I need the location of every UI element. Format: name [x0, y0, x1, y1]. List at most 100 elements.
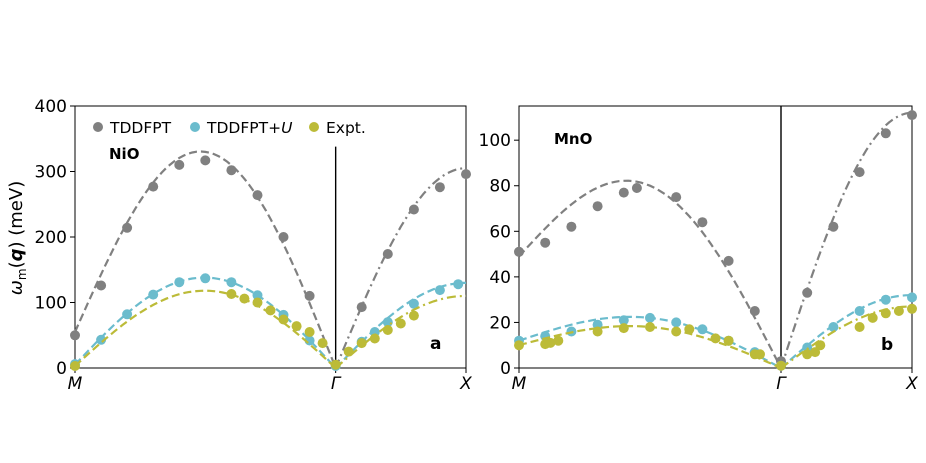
- data-point-tddfpt_u: [618, 315, 629, 326]
- data-point-tddfpt_u: [434, 285, 445, 296]
- data-point-expt: [304, 327, 315, 337]
- data-point-tddfpt: [96, 280, 107, 291]
- data-point-tddfpt_u: [854, 306, 865, 316]
- data-point-tddfpt_u: [122, 309, 133, 320]
- y-tick-label: 60: [489, 222, 511, 242]
- data-point-expt: [408, 310, 419, 321]
- data-point-expt: [802, 349, 813, 360]
- series-curve-right: [779, 111, 913, 369]
- data-point-expt: [226, 289, 237, 299]
- data-point-tddfpt: [802, 287, 813, 298]
- legend-label-expt: Expt.: [326, 119, 366, 137]
- series-curve-left: [518, 179, 782, 369]
- data-point-expt: [514, 340, 524, 351]
- data-point-tddfpt: [618, 187, 629, 198]
- data-point-expt: [382, 325, 393, 335]
- panel-letter: a: [430, 334, 441, 354]
- y-tick-label: 100: [479, 131, 511, 151]
- data-point-expt: [343, 346, 354, 357]
- y-tick-label: 300: [35, 163, 67, 183]
- data-point-expt: [723, 335, 734, 346]
- y-tick-label: 100: [35, 294, 67, 314]
- data-point-tddfpt_u: [408, 298, 419, 309]
- data-point-expt: [317, 338, 328, 349]
- y-axis-label: ωm(q) (meV): [6, 181, 29, 295]
- data-point-tddfpt_u: [252, 290, 263, 301]
- data-point-expt: [252, 297, 263, 308]
- data-point-tddfpt: [749, 306, 760, 316]
- data-point-tddfpt: [592, 201, 603, 212]
- data-point-expt: [70, 361, 80, 371]
- series-curve-right: [334, 167, 467, 369]
- data-point-tddfpt: [148, 181, 159, 192]
- data-point-expt: [265, 305, 276, 316]
- legend-marker-tddfpt_u: [190, 122, 200, 132]
- data-point-tddfpt_u: [382, 317, 393, 328]
- data-point-tddfpt: [854, 167, 865, 178]
- legend: TDDFPT TDDFPT+U Expt.: [93, 119, 366, 137]
- data-point-expt: [710, 333, 721, 344]
- data-point-tddfpt_u: [645, 312, 655, 323]
- data-point-tddfpt: [461, 169, 471, 180]
- material-label: NiO: [109, 145, 139, 163]
- data-point-tddfpt_u: [697, 324, 708, 335]
- material-label: MnO: [554, 130, 592, 148]
- data-point-tddfpt: [540, 237, 551, 248]
- data-point-tddfpt: [671, 192, 682, 203]
- y-tick-label: 0: [56, 359, 67, 379]
- data-point-tddfpt_u: [880, 294, 891, 305]
- series-curve-left: [73, 150, 337, 369]
- panel-letter: b: [881, 335, 893, 355]
- data-point-expt: [645, 322, 655, 332]
- x-tick-label: Γ: [776, 374, 787, 394]
- data-point-expt: [330, 359, 341, 370]
- series-curve-right: [334, 294, 467, 369]
- data-point-expt: [776, 360, 786, 371]
- data-point-tddfpt: [723, 255, 734, 266]
- data-point-tddfpt: [70, 330, 80, 341]
- data-point-tddfpt: [880, 128, 891, 139]
- y-tick-label: 0: [500, 359, 511, 379]
- data-point-tddfpt: [382, 249, 393, 259]
- data-point-tddfpt: [122, 222, 133, 233]
- y-tick-label: 400: [35, 97, 67, 117]
- data-point-tddfpt: [697, 217, 708, 228]
- data-point-tddfpt: [304, 290, 315, 301]
- x-tick-label: M: [512, 374, 527, 394]
- data-point-expt: [278, 314, 289, 325]
- series-curve-right: [334, 281, 466, 369]
- data-point-tddfpt: [631, 183, 642, 193]
- y-tick-label: 200: [35, 228, 67, 248]
- plot-frame: [518, 105, 913, 369]
- legend-label-tddfpt_u: TDDFPT+U: [206, 119, 293, 137]
- data-point-tddfpt: [356, 302, 367, 313]
- x-tick-label: Γ: [331, 374, 342, 394]
- data-point-expt: [395, 318, 406, 329]
- data-point-tddfpt: [828, 221, 839, 232]
- x-tick-label: X: [459, 374, 472, 394]
- data-point-expt: [867, 312, 878, 323]
- y-tick-label: 80: [489, 177, 511, 197]
- data-point-tddfpt_u: [453, 279, 464, 290]
- x-tick-label: X: [905, 374, 918, 394]
- legend-label-tddfpt: TDDFPT: [109, 119, 172, 137]
- y-tick-label: 20: [489, 313, 511, 333]
- y-tick-label: 40: [489, 268, 511, 288]
- data-point-expt: [369, 333, 380, 344]
- panel-nio: 0 100 200 300 400 M Γ X NiO a: [35, 97, 473, 394]
- data-point-expt: [592, 326, 603, 337]
- data-point-expt: [815, 340, 826, 351]
- data-point-expt: [671, 326, 682, 337]
- data-point-tddfpt_u: [148, 289, 159, 300]
- data-point-tddfpt_u: [907, 292, 917, 303]
- data-point-expt: [755, 349, 765, 360]
- data-point-expt: [618, 323, 629, 334]
- data-point-expt: [291, 321, 302, 332]
- legend-marker-tddfpt: [93, 122, 103, 132]
- data-point-tddfpt_u: [671, 317, 682, 328]
- data-point-expt: [553, 335, 564, 346]
- data-point-expt: [854, 322, 865, 332]
- data-point-tddfpt_u: [226, 277, 237, 288]
- data-point-tddfpt: [252, 190, 263, 201]
